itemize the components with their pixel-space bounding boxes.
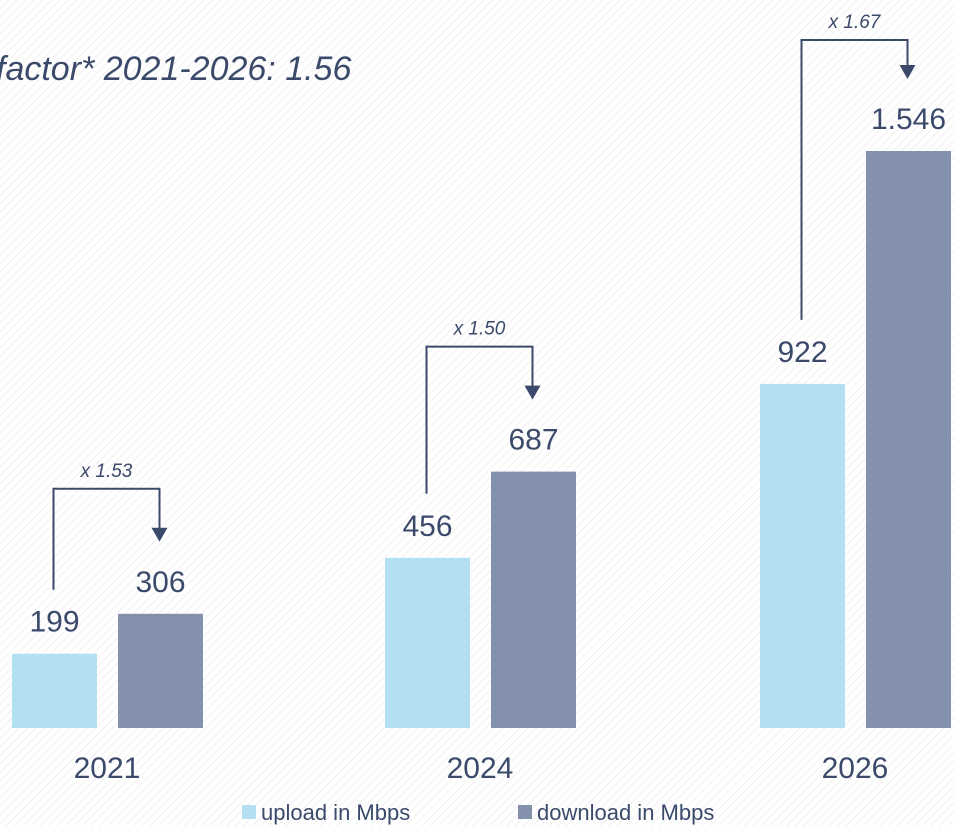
- arrow-head: [151, 527, 168, 542]
- data-label: 199: [29, 606, 79, 639]
- data-label: 306: [135, 566, 185, 599]
- legend-swatch: [242, 805, 256, 819]
- bar: [118, 613, 203, 728]
- legend-label: download in Mbps: [537, 800, 714, 825]
- arrow: [800, 39, 909, 320]
- x-tick-label: 2021: [74, 752, 141, 785]
- legend-swatch: [518, 805, 532, 819]
- data-label: 456: [402, 510, 452, 543]
- arrow: [425, 345, 534, 494]
- arrow-head: [524, 385, 541, 400]
- data-label: 687: [508, 424, 558, 457]
- data-label: 1.546: [871, 103, 946, 136]
- chart-title: factor* 2021-2026: 1.56: [0, 50, 351, 88]
- arrow: [52, 487, 161, 590]
- x-tick-label: 2026: [822, 752, 889, 785]
- data-label: 922: [777, 336, 827, 369]
- annotation: x 1.50: [453, 319, 506, 340]
- arrow-head: [899, 65, 916, 79]
- annotation: x 1.53: [80, 461, 133, 482]
- bar: [760, 383, 845, 728]
- bar: [491, 471, 576, 728]
- x-tick-label: 2024: [447, 752, 514, 785]
- legend-label: upload in Mbps: [261, 800, 410, 825]
- bar: [385, 557, 470, 728]
- bar: [12, 653, 97, 728]
- annotation: x 1.67: [828, 12, 882, 33]
- bar: [866, 151, 951, 728]
